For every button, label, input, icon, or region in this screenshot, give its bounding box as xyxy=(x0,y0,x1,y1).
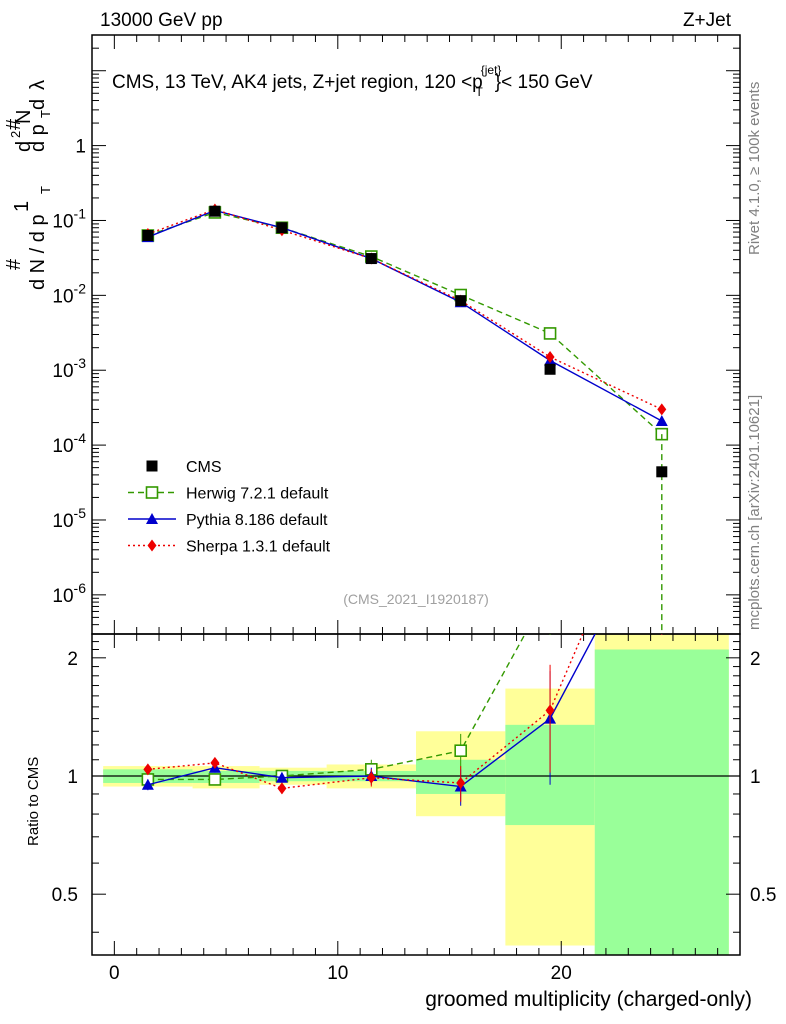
legend-entry: Sherpa 1.3.1 default xyxy=(128,539,331,556)
y-tick-label: 10-6 xyxy=(52,580,86,607)
series-cms xyxy=(142,205,668,478)
ratio-y-tick-label: 0.5 xyxy=(750,885,776,906)
series-line xyxy=(147,211,663,435)
marker-cms xyxy=(455,295,467,307)
y-tick-label: 1 xyxy=(75,137,86,158)
marker-sherpa xyxy=(456,776,466,789)
svg-text:d: d xyxy=(13,141,35,152)
process-label: Z+Jet xyxy=(683,10,732,31)
marker-herwig xyxy=(145,486,159,499)
xlabel: groomed multiplicity (charged-only) xyxy=(425,988,752,1011)
marker-sherpa xyxy=(545,351,555,364)
legend-entry: Pythia 8.186 default xyxy=(128,512,328,529)
legend-label: Herwig 7.2.1 default xyxy=(186,486,329,503)
marker-cms xyxy=(209,205,221,217)
svg-text:T: T xyxy=(38,186,53,194)
ratio-y-tick-label: 0.5 xyxy=(52,885,78,906)
svg-text:N: N xyxy=(13,110,35,124)
marker-herwig xyxy=(545,583,556,594)
marker-herwig xyxy=(208,773,222,786)
ylabel-main: # d N / d p T 1 # d 2 N d p T d λ xyxy=(3,80,53,290)
svg-text:λ: λ xyxy=(27,80,49,90)
series-layer xyxy=(141,203,669,806)
main-series-group xyxy=(141,203,669,634)
svg-text:d: d xyxy=(27,99,49,110)
x-tick-label: 10 xyxy=(327,963,348,984)
ratio-y-tick-label: 2 xyxy=(67,649,78,670)
chart-title-main: CMS, 13 TeV, AK4 jets, Z+jet region, 120… xyxy=(112,72,483,93)
chart-title-sub: T xyxy=(475,85,483,99)
ylabel-ratio: Ratio to CMS xyxy=(25,757,42,846)
ratio-y-tick-label: 2 xyxy=(750,649,761,670)
ratio-series-sherpa xyxy=(143,634,663,802)
legend-label: Sherpa 1.3.1 default xyxy=(186,539,331,556)
energy-label: 13000 GeV pp xyxy=(100,10,223,31)
marker-sherpa xyxy=(143,763,153,776)
x-tick-label: 0 xyxy=(109,963,120,984)
analysis-tag: (CMS_2021_I1920187) xyxy=(343,591,489,607)
svg-text:2: 2 xyxy=(8,131,23,138)
y-tick-label: 10-2 xyxy=(52,280,86,307)
series-pythia xyxy=(141,204,668,426)
chart-title-tail: }< 150 GeV xyxy=(495,72,593,93)
svg-text:#: # xyxy=(3,258,25,270)
series-line xyxy=(147,209,663,422)
x-tick-label: 20 xyxy=(551,963,572,984)
svg-text:d N / d p: d N / d p xyxy=(27,214,49,290)
marker-sherpa xyxy=(210,756,220,769)
chart-title-sup: {jet} xyxy=(481,63,502,77)
y-tick-label: 10-4 xyxy=(52,430,86,457)
marker-sherpa xyxy=(147,539,157,552)
marker-pythia xyxy=(275,771,288,783)
marker-sherpa xyxy=(277,782,287,795)
series-sherpa xyxy=(143,203,667,416)
svg-text:T: T xyxy=(38,110,53,118)
marker-cms xyxy=(276,222,288,234)
svg-text:#: # xyxy=(3,118,25,130)
legend-label: Pythia 8.186 default xyxy=(186,512,328,529)
mcplots-label: mcplots.cern.ch [arXiv:2401.10621] xyxy=(746,394,763,630)
marker-herwig xyxy=(454,744,467,758)
marker-pythia xyxy=(655,414,668,426)
legend: CMS Herwig 7.2.1 default Pythia 8.186 defa… xyxy=(128,459,331,556)
legend-entry: CMS xyxy=(146,459,222,476)
svg-text:d p: d p xyxy=(27,124,49,152)
ratio-frame xyxy=(91,633,741,956)
marker-cms xyxy=(365,253,377,265)
series-herwig xyxy=(141,206,669,441)
ratio-y-tick-label: 1 xyxy=(67,767,78,788)
rivet-label: Rivet 4.1.0, ≥ 100k events xyxy=(746,81,763,255)
ratio-y-tick-label: 1 xyxy=(750,767,761,788)
marker-cms xyxy=(656,466,668,478)
marker-cms xyxy=(142,229,154,241)
marker-cms xyxy=(146,460,158,472)
marker-sherpa xyxy=(545,704,555,717)
ratio-bands xyxy=(92,634,740,955)
chart-title: CMS, 13 TeV, AK4 jets, Z+jet region, 120… xyxy=(112,63,593,99)
marker-cms xyxy=(544,363,556,375)
ratio-band-inner xyxy=(594,649,729,955)
main-axes: 1 10-1 10-2 10-3 10-4 10-5 10-6 xyxy=(52,34,741,635)
legend-entry: Herwig 7.2.1 default xyxy=(128,486,329,503)
marker-pythia xyxy=(141,778,154,790)
y-tick-label: 10-1 xyxy=(52,205,86,232)
y-tick-label: 10-3 xyxy=(52,355,86,382)
ratio-band-inner xyxy=(192,770,260,783)
marker-herwig xyxy=(543,327,557,340)
ratio-axes: 0 10 20 0.5 0.5 1 1 2 2 xyxy=(52,633,776,984)
svg-text:1: 1 xyxy=(11,201,33,212)
legend-label: CMS xyxy=(186,459,222,476)
marker-sherpa xyxy=(657,403,667,416)
ratio-series-group xyxy=(141,583,663,806)
y-tick-label: 10-5 xyxy=(52,505,86,532)
marker-sherpa xyxy=(366,771,376,784)
marker-pythia xyxy=(146,513,158,524)
